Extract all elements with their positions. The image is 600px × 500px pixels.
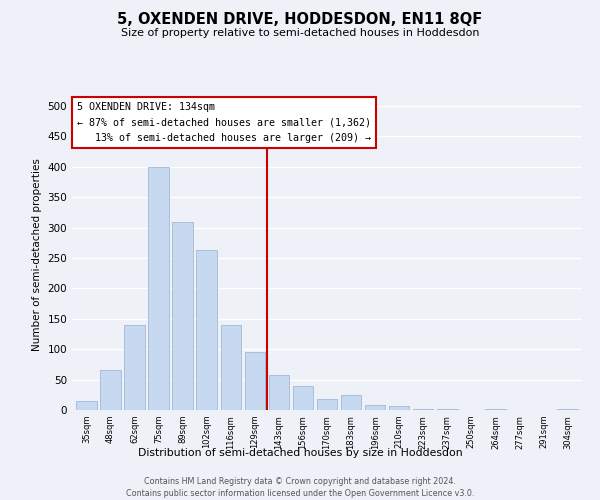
Text: 5 OXENDEN DRIVE: 134sqm
← 87% of semi-detached houses are smaller (1,362)
   13%: 5 OXENDEN DRIVE: 134sqm ← 87% of semi-de… (77, 102, 371, 143)
Bar (341, 396, 361, 410)
Bar (172, 222, 193, 410)
Text: Size of property relative to semi-detached houses in Hoddesdon: Size of property relative to semi-detach… (121, 28, 479, 38)
Bar (148, 167, 169, 410)
Bar (221, 325, 241, 410)
Text: 5, OXENDEN DRIVE, HODDESDON, EN11 8QF: 5, OXENDEN DRIVE, HODDESDON, EN11 8QF (118, 12, 482, 28)
Bar (196, 250, 217, 410)
Bar (293, 386, 313, 410)
Bar (124, 325, 145, 410)
Bar (245, 352, 265, 410)
Text: Distribution of semi-detached houses by size in Hoddesdon: Distribution of semi-detached houses by … (137, 448, 463, 458)
Bar (365, 405, 385, 410)
Bar (76, 401, 97, 410)
Bar (389, 406, 409, 410)
Bar (317, 399, 337, 410)
Bar (269, 374, 289, 410)
Text: Contains public sector information licensed under the Open Government Licence v3: Contains public sector information licen… (126, 489, 474, 498)
Text: Contains HM Land Registry data © Crown copyright and database right 2024.: Contains HM Land Registry data © Crown c… (144, 478, 456, 486)
Bar (100, 370, 121, 410)
Y-axis label: Number of semi-detached properties: Number of semi-detached properties (32, 158, 42, 352)
Bar (413, 409, 433, 410)
